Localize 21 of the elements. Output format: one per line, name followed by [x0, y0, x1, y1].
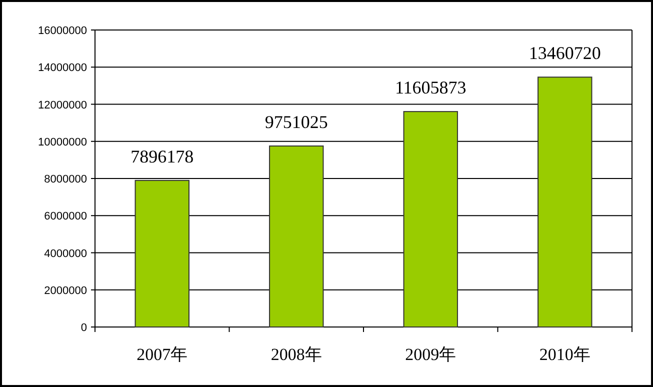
x-tick-label: 2008年: [270, 345, 322, 364]
data-label: 11605873: [394, 78, 466, 98]
y-tick-label: 8000000: [44, 174, 87, 186]
y-tick-label: 10000000: [38, 136, 87, 148]
bar: [134, 180, 190, 328]
y-tick-label: 2000000: [44, 284, 87, 297]
data-label: 9751025: [264, 112, 328, 132]
y-tick-label: 14000000: [38, 62, 87, 74]
bar: [269, 145, 324, 328]
data-label: 13460720: [528, 43, 601, 64]
bar: [403, 111, 458, 328]
bar: [538, 76, 592, 328]
y-tick-label: 6000000: [44, 210, 87, 223]
x-tick-label: 2010年: [539, 345, 590, 364]
y-tick-label: 12000000: [38, 99, 87, 112]
x-tick-label: 2009年: [405, 345, 456, 364]
y-tick-label: 0: [80, 322, 87, 334]
y-tick-label: 4000000: [44, 248, 87, 260]
data-label: 7896178: [130, 146, 194, 166]
y-tick-label: 16000000: [38, 25, 87, 37]
x-tick-label: 2007年: [136, 345, 188, 364]
